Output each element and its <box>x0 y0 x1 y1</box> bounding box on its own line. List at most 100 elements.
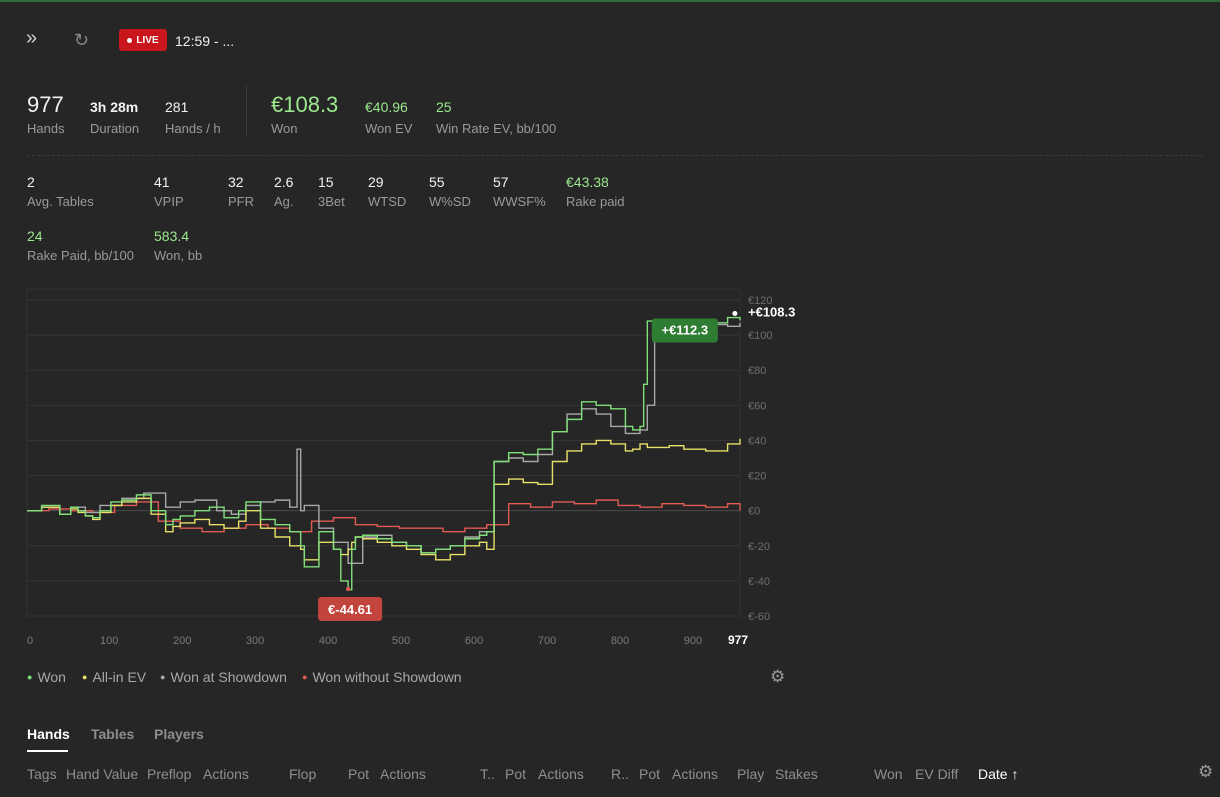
tab-hands[interactable]: Hands <box>27 726 70 742</box>
plot-frame <box>26 288 741 617</box>
y-tick-label: €-20 <box>748 541 770 553</box>
column-header-date[interactable]: Date ↑ <box>978 766 1019 782</box>
live-label: LIVE <box>136 34 159 46</box>
stat-duration: 3h 28m Duration <box>90 99 139 136</box>
stat-pfr: 32 PFR <box>228 174 254 209</box>
stat-value: 977 <box>27 92 64 117</box>
legend-dot-icon: ● <box>82 672 88 682</box>
max-value-label: +€112.3 <box>661 323 708 338</box>
column-header-won[interactable]: Won <box>874 766 903 782</box>
y-tick-label: €-40 <box>748 576 770 588</box>
x-tick-label: 200 <box>173 635 191 647</box>
stat-value: €40.96 <box>365 99 408 115</box>
profit-chart[interactable]: €120 €100 €80 €60 €40 €20 €0 €-20 €-40 €-60 0 100 20… <box>0 282 820 652</box>
stat-label: Won, bb <box>154 248 203 263</box>
column-header-tags[interactable]: Tags <box>27 766 57 782</box>
end-value-label: +€108.3 <box>748 305 795 320</box>
live-dot-icon <box>127 37 133 43</box>
column-header-flop-actions[interactable]: Actions <box>380 766 426 782</box>
stat-rake-bb100: 24 Rake Paid, bb/100 <box>27 228 134 263</box>
legend-dot-icon: ● <box>302 672 308 682</box>
column-header-play[interactable]: Play <box>737 766 765 782</box>
stat-label: Rake paid <box>566 194 625 209</box>
stat-value: 15 <box>318 174 334 190</box>
min-point-marker <box>345 586 351 592</box>
tab-tables[interactable]: Tables <box>91 726 135 742</box>
x-tick-label: 700 <box>538 635 556 647</box>
y-tick-label: €100 <box>748 330 772 342</box>
column-header-stakes[interactable]: Stakes <box>775 766 818 782</box>
legend-label: Won at Showdown <box>170 669 287 685</box>
column-header-preflop[interactable]: Preflop <box>147 766 192 782</box>
legend-item-won[interactable]: ● Won <box>27 669 66 685</box>
stat-label: Rake Paid, bb/100 <box>27 248 134 263</box>
stat-won-ev: €40.96 Won EV <box>365 99 412 136</box>
y-tick-label: €40 <box>748 435 766 447</box>
x-end-label: 977 <box>728 633 748 647</box>
series-line-won-at-showdown <box>27 320 741 565</box>
stat-aggression: 2.6 Ag. <box>274 174 294 209</box>
stat-value: 24 <box>27 228 43 244</box>
stat-label: VPIP <box>154 194 184 209</box>
series-line-won-without-showdown <box>27 499 741 533</box>
y-tick-label: €120 <box>748 295 772 307</box>
column-header-turn[interactable]: T.. <box>480 766 495 782</box>
stat-label: Win Rate EV, bb/100 <box>436 121 557 136</box>
x-tick-label: 600 <box>465 635 483 647</box>
stat-won-bb: 583.4 Won, bb <box>154 228 202 263</box>
stat-label: Avg. Tables <box>27 194 94 209</box>
column-header-river-actions[interactable]: Actions <box>672 766 718 782</box>
stat-label: Duration <box>90 121 140 136</box>
stat-value: 2 <box>27 174 35 190</box>
stat-value: 55 <box>429 174 445 190</box>
stat-value: 2.6 <box>274 174 294 190</box>
stat-vpip: 41 VPIP <box>154 174 184 209</box>
stat-label: Ag. <box>274 194 294 209</box>
x-tick-label: 100 <box>100 635 118 647</box>
legend-dot-icon: ● <box>160 672 166 682</box>
y-tick-label: €0 <box>748 506 760 518</box>
stats-divider <box>246 86 247 136</box>
y-tick-label: €-60 <box>748 611 770 623</box>
legend-item-won-without-showdown[interactable]: ● Won without Showdown <box>302 669 462 685</box>
column-header-river-pot[interactable]: Pot <box>639 766 661 782</box>
column-header-hand-value[interactable]: Hand Value <box>66 766 139 782</box>
end-point-marker <box>732 311 738 317</box>
gear-icon[interactable]: ⚙ <box>1198 762 1214 781</box>
y-tick-label: €20 <box>748 471 766 483</box>
x-tick-label: 300 <box>246 635 264 647</box>
stat-value: €108.3 <box>271 92 339 117</box>
legend-item-won-showdown[interactable]: ● Won at Showdown <box>160 669 287 685</box>
column-header-river[interactable]: R.. <box>611 766 629 782</box>
stat-value: 41 <box>154 174 170 190</box>
y-tick-label: €80 <box>748 365 766 377</box>
x-tick-label: 900 <box>684 635 702 647</box>
legend-label: Won without Showdown <box>312 669 462 685</box>
column-header-turn-actions[interactable]: Actions <box>538 766 584 782</box>
y-tick-label: €60 <box>748 400 766 412</box>
chevrons-right-icon[interactable]: » <box>26 27 37 49</box>
column-header-preflop-actions[interactable]: Actions <box>203 766 249 782</box>
column-header-flop-pot[interactable]: Pot <box>348 766 370 782</box>
stat-win-rate-ev: 25 Win Rate EV, bb/100 <box>436 99 556 136</box>
max-value-badge <box>651 318 718 343</box>
stat-value: 57 <box>493 174 509 190</box>
refresh-icon[interactable]: ↻ <box>74 30 90 50</box>
gear-icon[interactable]: ⚙ <box>770 667 786 686</box>
x-tick-label: 400 <box>319 635 337 647</box>
stat-label: Won <box>271 121 298 136</box>
legend-label: All-in EV <box>92 669 147 685</box>
stat-avg-tables: 2 Avg. Tables <box>27 174 94 209</box>
column-header-flop[interactable]: Flop <box>289 766 317 782</box>
series-line-won <box>27 316 741 591</box>
session-time: 12:59 - ... <box>175 33 235 49</box>
stat-value: 25 <box>436 99 452 115</box>
stat-label: WTSD <box>368 194 407 209</box>
tab-players[interactable]: Players <box>154 726 204 742</box>
column-header-ev-diff[interactable]: EV Diff <box>915 766 959 782</box>
section-divider <box>27 155 1203 156</box>
series-line-all-in-ev <box>27 438 741 561</box>
stat-value: 583.4 <box>154 228 190 244</box>
legend-item-allin-ev[interactable]: ● All-in EV <box>82 669 146 685</box>
column-header-turn-pot[interactable]: Pot <box>505 766 527 782</box>
